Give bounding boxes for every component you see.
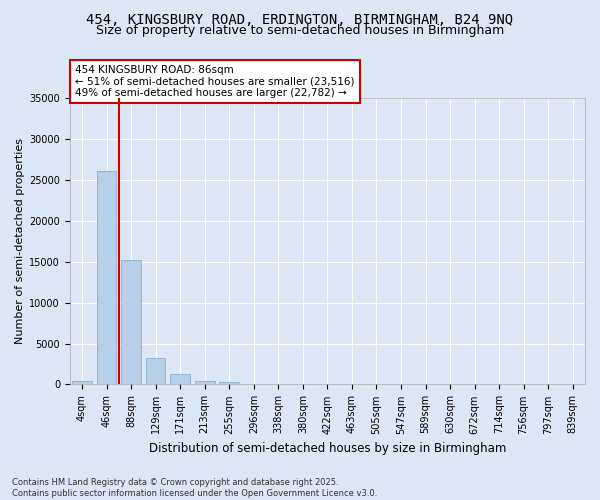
Bar: [121, 260, 141, 384]
X-axis label: Distribution of semi-detached houses by size in Birmingham: Distribution of semi-detached houses by …: [149, 442, 506, 455]
Text: 454 KINGSBURY ROAD: 86sqm
← 51% of semi-detached houses are smaller (23,516)
49%: 454 KINGSBURY ROAD: 86sqm ← 51% of semi-…: [75, 65, 355, 98]
Text: Contains HM Land Registry data © Crown copyright and database right 2025.
Contai: Contains HM Land Registry data © Crown c…: [12, 478, 377, 498]
Bar: [220, 382, 239, 384]
Text: 454, KINGSBURY ROAD, ERDINGTON, BIRMINGHAM, B24 9NQ: 454, KINGSBURY ROAD, ERDINGTON, BIRMINGH…: [86, 12, 514, 26]
Bar: [72, 381, 92, 384]
Text: Size of property relative to semi-detached houses in Birmingham: Size of property relative to semi-detach…: [96, 24, 504, 37]
Bar: [170, 374, 190, 384]
Bar: [97, 171, 116, 384]
Y-axis label: Number of semi-detached properties: Number of semi-detached properties: [15, 138, 25, 344]
Bar: [195, 380, 215, 384]
Bar: [146, 358, 166, 384]
